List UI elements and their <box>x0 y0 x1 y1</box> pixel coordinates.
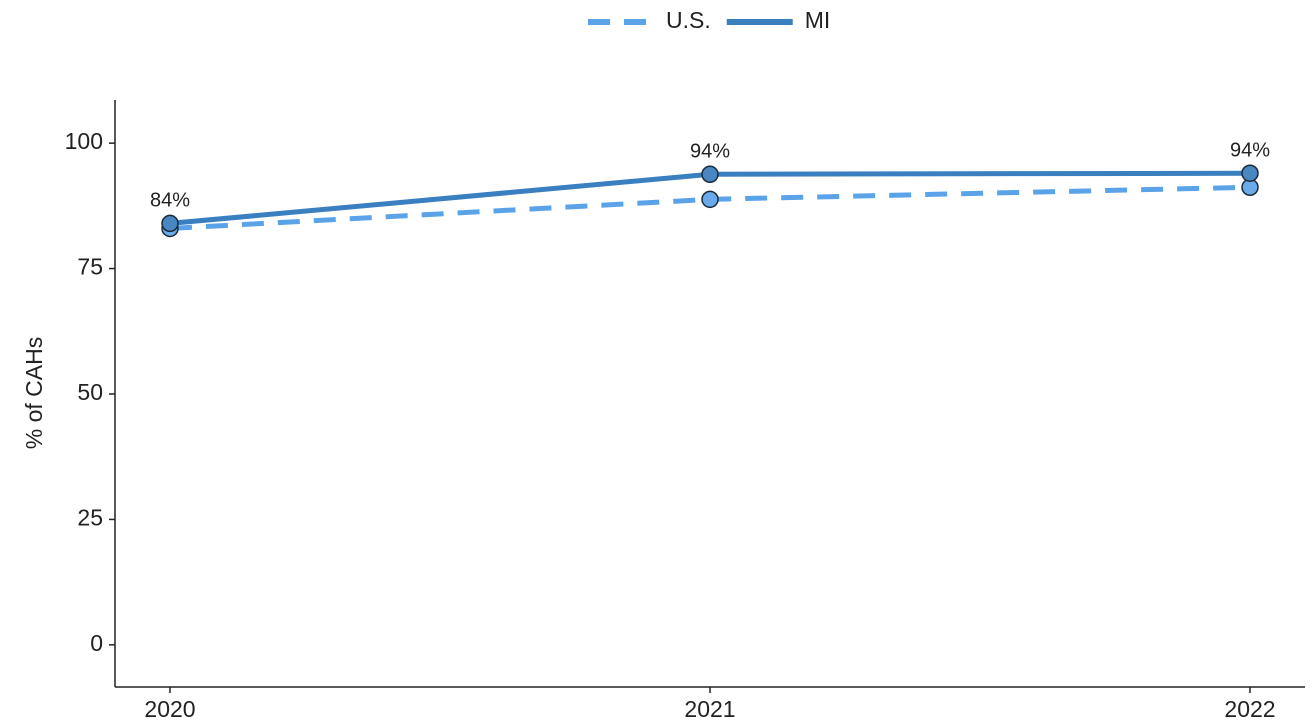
legend-label: U.S. <box>666 7 711 33</box>
x-tick-label: 2022 <box>1224 696 1275 722</box>
value-label: 84% <box>150 190 190 212</box>
data-point <box>1241 164 1259 182</box>
x-tick-label: 2020 <box>144 696 195 722</box>
data-point <box>701 190 719 209</box>
y-tick-label: 0 <box>90 630 103 656</box>
y-axis-label: % of CAHs <box>21 337 47 449</box>
legend-label: MI <box>805 7 831 33</box>
y-tick-label: 50 <box>77 379 103 405</box>
data-point <box>161 214 179 233</box>
x-tick-label: 2021 <box>684 696 735 722</box>
y-tick-label: 100 <box>65 128 103 154</box>
y-tick-label: 25 <box>77 505 103 531</box>
y-tick-label: 75 <box>77 254 103 280</box>
value-label: 94% <box>1230 140 1270 162</box>
data-point <box>701 165 719 184</box>
value-label: 94% <box>690 141 730 163</box>
